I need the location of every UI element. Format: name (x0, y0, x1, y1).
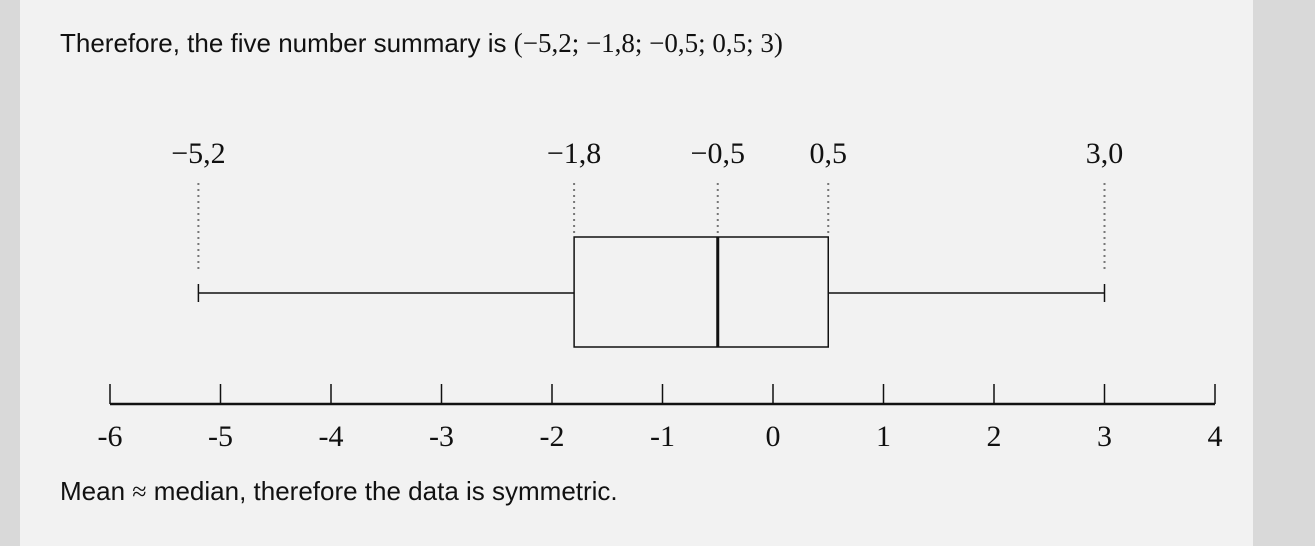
tick-label: 3 (1097, 420, 1112, 453)
number-line-axis: -6 -5 -4 -3 -2 -1 0 1 2 3 4 (98, 384, 1223, 453)
tick-label: -5 (208, 420, 233, 453)
guide-lines (197, 183, 1106, 270)
value-label-minimum: −5,2 (171, 137, 225, 170)
value-label-maximum: 3,0 (1086, 137, 1124, 170)
tick-label: 2 (987, 420, 1002, 453)
summary-prefix: Therefore, the five number summary is (60, 28, 507, 58)
tick-label: 1 (876, 420, 891, 453)
tick-label: -1 (650, 420, 675, 453)
summary-math: (−5,2; −1,8; −0,5; 0,5; 3) (513, 28, 783, 58)
iqr-box (573, 236, 829, 348)
value-labels: −5,2 −1,8 −0,5 0,5 3,0 (171, 137, 1123, 170)
tick-label: -6 (98, 420, 123, 453)
conclusion-sentence: Mean ≈ median, therefore the data is sym… (60, 476, 618, 507)
conclusion-rest: median, therefore the data is symmetric. (153, 476, 618, 506)
approx-symbol: ≈ (132, 477, 147, 506)
tick-label: -4 (319, 420, 344, 453)
tick-label: 0 (766, 420, 781, 453)
tick-label: -2 (540, 420, 565, 453)
value-label-q1: −1,8 (547, 137, 601, 170)
value-label-median: −0,5 (691, 137, 745, 170)
tick-label: 4 (1208, 420, 1223, 453)
tick-label: -3 (429, 420, 454, 453)
summary-sentence: Therefore, the five number summary is (−… (60, 28, 783, 59)
box-and-whiskers (197, 236, 1106, 348)
mean-word: Mean (60, 476, 126, 506)
value-label-q3: 0,5 (810, 137, 848, 170)
